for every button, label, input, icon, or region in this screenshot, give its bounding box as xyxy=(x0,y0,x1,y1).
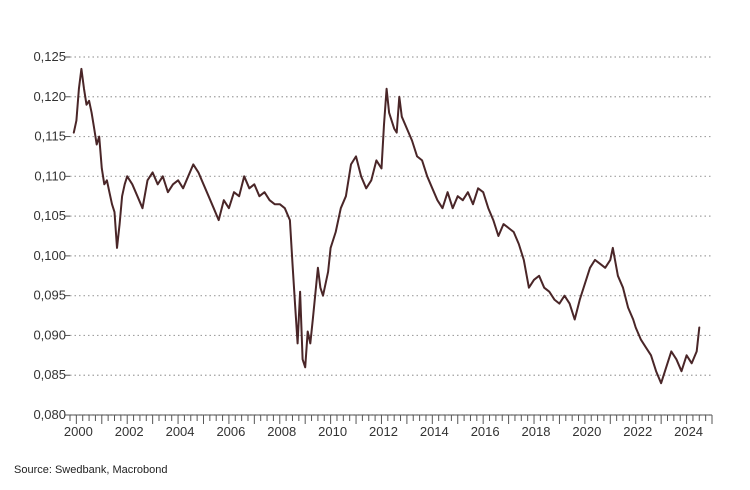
x-tick-label: 2002 xyxy=(115,424,144,439)
x-tick-label: 2004 xyxy=(166,424,195,439)
y-tick-label: 0,080 xyxy=(33,407,66,422)
y-tick-label: 0,120 xyxy=(33,89,66,104)
y-tick-label: 0,085 xyxy=(33,367,66,382)
y-tick-label: 0,110 xyxy=(34,168,66,183)
y-tick-label: 0,115 xyxy=(34,129,66,144)
x-tick-label: 2010 xyxy=(318,424,347,439)
y-tick-label: 0,100 xyxy=(33,248,66,263)
x-tick-label: 2012 xyxy=(369,424,398,439)
x-tick-label: 2024 xyxy=(674,424,703,439)
x-tick-label: 2006 xyxy=(216,424,245,439)
x-tick-label: 2018 xyxy=(522,424,551,439)
x-tick-labels: 2000 2002 2004 2006 2008 2010 2012 2014 2016 2018… xyxy=(64,424,703,439)
y-tick-label: 0,090 xyxy=(33,327,66,342)
source-note: Source: Swedbank, Macrobond xyxy=(14,464,168,476)
y-tick-label: 0,105 xyxy=(33,208,66,223)
series-line xyxy=(72,67,701,385)
y-tick-labels: 0,080 0,085 0,090 0,095 0,100 0,105 0,110 0,115… xyxy=(33,49,66,422)
axes xyxy=(65,56,713,424)
y-tick-label: 0,095 xyxy=(33,288,66,303)
x-tick-label: 2000 xyxy=(64,424,93,439)
x-tick-label: 2022 xyxy=(623,424,652,439)
y-tick-label: 0,125 xyxy=(33,49,66,64)
x-tick-label: 2016 xyxy=(471,424,500,439)
x-tick-label: 2020 xyxy=(572,424,601,439)
gridlines xyxy=(70,56,712,416)
x-tick-label: 2008 xyxy=(267,424,296,439)
x-tick-label: 2014 xyxy=(420,424,449,439)
series-layer xyxy=(72,67,701,385)
